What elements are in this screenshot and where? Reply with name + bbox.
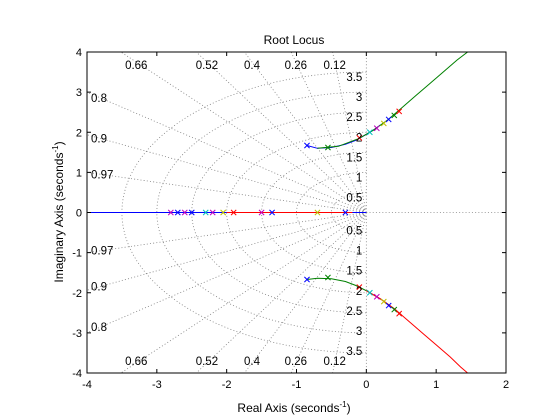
damping-ray-up-0.26 <box>290 52 367 213</box>
wn-circle-3.5 <box>122 71 367 354</box>
wn-label-upper: 3 <box>356 92 362 104</box>
damping-label-lower: 0.52 <box>196 356 218 368</box>
damping-ray-up-0.9 <box>87 134 367 213</box>
pole-marker-4 <box>356 134 363 141</box>
wn-label-lower: 3.5 <box>346 346 362 358</box>
y-axis-label: Imaginary Axis (seconds-1) <box>51 141 66 282</box>
damping-label-upper: 0.66 <box>125 60 147 72</box>
pole-marker-0 <box>304 142 310 149</box>
x-tick-label: 2 <box>503 379 509 391</box>
damping-label-lower: 0.97 <box>91 246 113 258</box>
y-tick-label: -3 <box>72 328 82 340</box>
pole-markers-layer <box>167 108 403 317</box>
damping-label-upper: 0.26 <box>285 60 307 72</box>
damping-label-lower: 0.4 <box>244 356 261 368</box>
pole-marker-14 <box>391 112 398 119</box>
damping-label-lower: 0.12 <box>323 356 345 368</box>
y-tick-label: -2 <box>72 288 82 300</box>
damping-ray-up-0.8 <box>87 91 367 213</box>
locus-branch-upper-complex-3 <box>317 52 468 149</box>
pole-marker-2 <box>324 144 331 151</box>
wn-label-upper: 2 <box>356 132 362 144</box>
y-tick-label: 4 <box>76 47 82 59</box>
pole-marker-11 <box>380 298 387 305</box>
damping-label-upper: 0.52 <box>196 60 218 72</box>
pole-marker-15 <box>391 306 398 313</box>
chart-title: Root Locus <box>264 33 325 47</box>
pole-marker-24 <box>220 209 227 216</box>
wn-label-lower: 2.5 <box>346 306 362 318</box>
wn-label-upper: 3.5 <box>346 72 362 84</box>
locus-branch-lower-complex-5 <box>366 290 468 373</box>
wn-circle-2 <box>226 131 367 294</box>
pole-marker-6 <box>366 129 373 136</box>
wn-label-upper: 1 <box>356 172 362 184</box>
damping-ray-down-0.8 <box>87 212 367 334</box>
x-tick-label: -4 <box>82 379 92 391</box>
y-tick-label: 2 <box>76 127 82 139</box>
wn-label-upper: 0.5 <box>346 192 362 204</box>
y-tick-label: -1 <box>72 248 82 260</box>
x-tick-label: -3 <box>152 379 162 391</box>
pole-marker-10 <box>380 120 387 127</box>
x-tick-label: 1 <box>433 379 439 391</box>
damping-label-upper: 0.12 <box>323 60 345 72</box>
damping-label-upper: 0.9 <box>91 134 107 146</box>
pole-marker-13 <box>385 302 392 309</box>
pole-marker-18 <box>167 209 174 216</box>
pole-marker-25 <box>230 209 237 216</box>
damping-ray-down-0.4 <box>243 212 367 373</box>
damping-label-lower: 0.66 <box>125 356 147 368</box>
wn-label-lower: 0.5 <box>346 226 362 238</box>
wn-circle-1 <box>296 171 367 254</box>
pole-marker-1 <box>304 276 310 283</box>
x-tick-label: 0 <box>363 379 369 391</box>
y-tick-label: 3 <box>76 87 82 99</box>
damping-ray-up-0.4 <box>243 52 367 213</box>
x-tick-label: -1 <box>292 379 302 391</box>
pole-marker-17 <box>396 310 403 317</box>
pole-marker-19 <box>174 209 181 216</box>
pole-marker-22 <box>202 209 209 216</box>
pole-marker-9 <box>373 293 380 300</box>
wn-label-lower: 1 <box>356 246 362 258</box>
pole-marker-26 <box>258 209 265 216</box>
x-tick-label: -2 <box>222 379 232 391</box>
wn-label-lower: 3 <box>356 326 362 338</box>
pole-marker-8 <box>373 125 380 132</box>
pole-marker-29 <box>342 209 349 216</box>
pole-marker-23 <box>209 209 216 216</box>
pole-marker-3 <box>324 274 331 281</box>
wn-label-lower: 1.5 <box>346 266 362 278</box>
pole-marker-27 <box>269 209 276 216</box>
damping-label-upper: 0.97 <box>91 169 113 181</box>
y-tick-label: -4 <box>72 368 82 380</box>
sgrid-labels-layer: 0.120.120.260.260.40.40.520.520.660.660.… <box>91 60 362 368</box>
pole-marker-16 <box>396 108 403 115</box>
x-axis-label: Real Axis (seconds-1) <box>237 400 350 415</box>
damping-label-upper: 0.4 <box>244 60 261 72</box>
wn-label-upper: 2.5 <box>346 112 362 124</box>
damping-ray-down-0.9 <box>87 212 367 291</box>
pole-marker-20 <box>181 209 188 216</box>
pole-marker-5 <box>356 284 363 291</box>
pole-marker-21 <box>188 209 195 216</box>
damping-label-lower: 0.9 <box>91 281 107 293</box>
pole-marker-28 <box>314 209 321 216</box>
damping-label-lower: 0.26 <box>285 356 307 368</box>
y-tick-label: 1 <box>76 167 82 179</box>
damping-label-lower: 0.8 <box>91 322 107 334</box>
wn-label-upper: 1.5 <box>346 152 362 164</box>
pole-marker-7 <box>366 289 373 296</box>
damping-label-upper: 0.8 <box>91 93 107 105</box>
locus-branches-layer <box>87 52 468 373</box>
pole-marker-12 <box>385 116 392 123</box>
axis-ticks-layer: -4 -3 -2 -1 0 1 2 -4 -3 -2 -1 0 1 2 3 4 <box>72 47 509 391</box>
y-tick-label: 0 <box>76 208 82 220</box>
wn-label-lower: 2 <box>356 286 362 298</box>
